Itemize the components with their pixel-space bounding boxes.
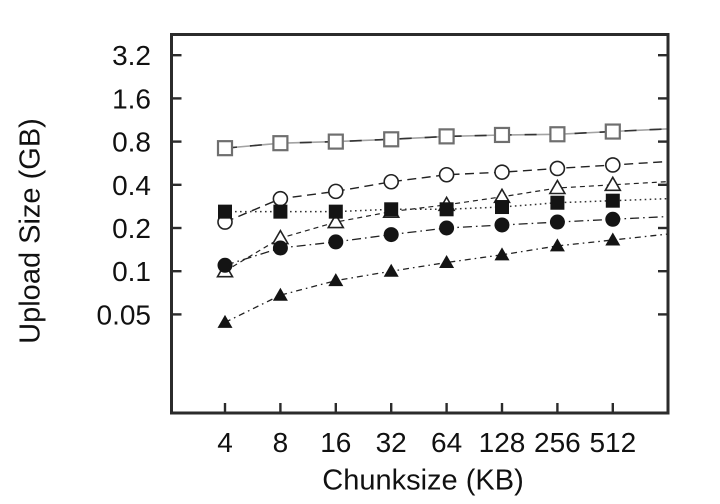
data-point bbox=[549, 238, 565, 252]
data-point bbox=[384, 202, 399, 217]
data-point bbox=[438, 128, 455, 145]
data-point bbox=[218, 204, 232, 219]
y-tick-label: 0.8 bbox=[112, 127, 151, 158]
data-point bbox=[438, 166, 455, 183]
series-filled-circle bbox=[217, 211, 667, 273]
data-point bbox=[328, 273, 344, 287]
series-filled-square bbox=[218, 193, 667, 219]
x-tick-label: 512 bbox=[589, 427, 636, 458]
x-tick-labels: 4 8 16 32 64 128 256 512 bbox=[217, 427, 636, 458]
data-point bbox=[439, 220, 455, 236]
data-point bbox=[603, 175, 622, 192]
series-open-circle bbox=[217, 157, 667, 230]
data-point bbox=[328, 204, 343, 219]
data-point bbox=[326, 212, 345, 229]
y-tick-labels: 3.2 1.6 0.8 0.4 0.2 0.1 0.05 bbox=[97, 40, 152, 330]
data-point bbox=[383, 131, 400, 148]
data-point bbox=[549, 126, 566, 143]
data-point bbox=[604, 123, 621, 140]
data-point bbox=[217, 314, 233, 328]
y-tick-label: 0.05 bbox=[97, 299, 152, 330]
data-point bbox=[328, 234, 344, 250]
data-point bbox=[605, 211, 621, 227]
data-point bbox=[494, 247, 510, 261]
data-point bbox=[383, 173, 400, 190]
y-tick-label: 0.2 bbox=[112, 213, 151, 244]
data-point bbox=[549, 214, 565, 230]
x-tick-label: 64 bbox=[431, 427, 462, 458]
y-tick-label: 1.6 bbox=[112, 83, 151, 114]
data-point bbox=[383, 263, 399, 277]
data-point bbox=[327, 183, 344, 200]
data-point bbox=[494, 164, 510, 180]
y-axis-title: Upload Size (GB) bbox=[14, 118, 47, 344]
data-point bbox=[493, 126, 511, 144]
x-tick-label: 128 bbox=[479, 427, 526, 458]
y-tick-label: 0.4 bbox=[112, 170, 151, 201]
data-point bbox=[383, 227, 399, 243]
y-tick-label: 0.1 bbox=[112, 256, 151, 287]
data-point bbox=[494, 217, 510, 233]
data-point bbox=[272, 135, 289, 152]
series-line bbox=[224, 233, 667, 323]
x-tick-label: 256 bbox=[534, 427, 581, 458]
data-point bbox=[217, 257, 233, 273]
x-tick-label: 8 bbox=[273, 427, 289, 458]
data-point bbox=[605, 232, 621, 246]
plot-border bbox=[170, 33, 670, 415]
series-line bbox=[224, 160, 667, 223]
data-point bbox=[272, 287, 288, 301]
data-point bbox=[439, 202, 454, 217]
x-tick-label: 4 bbox=[217, 427, 233, 458]
y-tick-label: 3.2 bbox=[112, 40, 151, 71]
data-point bbox=[439, 254, 455, 268]
data-point bbox=[272, 190, 289, 207]
data-point bbox=[548, 178, 567, 195]
data-point bbox=[550, 195, 565, 210]
x-tick-label: 16 bbox=[320, 427, 351, 458]
x-axis-title: Chunksize (KB) bbox=[322, 464, 524, 497]
x-tick-label: 32 bbox=[376, 427, 407, 458]
series-open-square bbox=[216, 123, 667, 157]
data-point bbox=[549, 160, 566, 177]
data-point bbox=[604, 157, 621, 173]
data-point bbox=[272, 240, 288, 256]
data-point bbox=[273, 204, 288, 219]
series-filled-triangle bbox=[217, 232, 667, 328]
data-point bbox=[327, 133, 344, 150]
data-point bbox=[605, 193, 620, 208]
data-point bbox=[216, 140, 234, 157]
axis-ticks bbox=[172, 54, 667, 412]
data-point bbox=[495, 200, 509, 215]
